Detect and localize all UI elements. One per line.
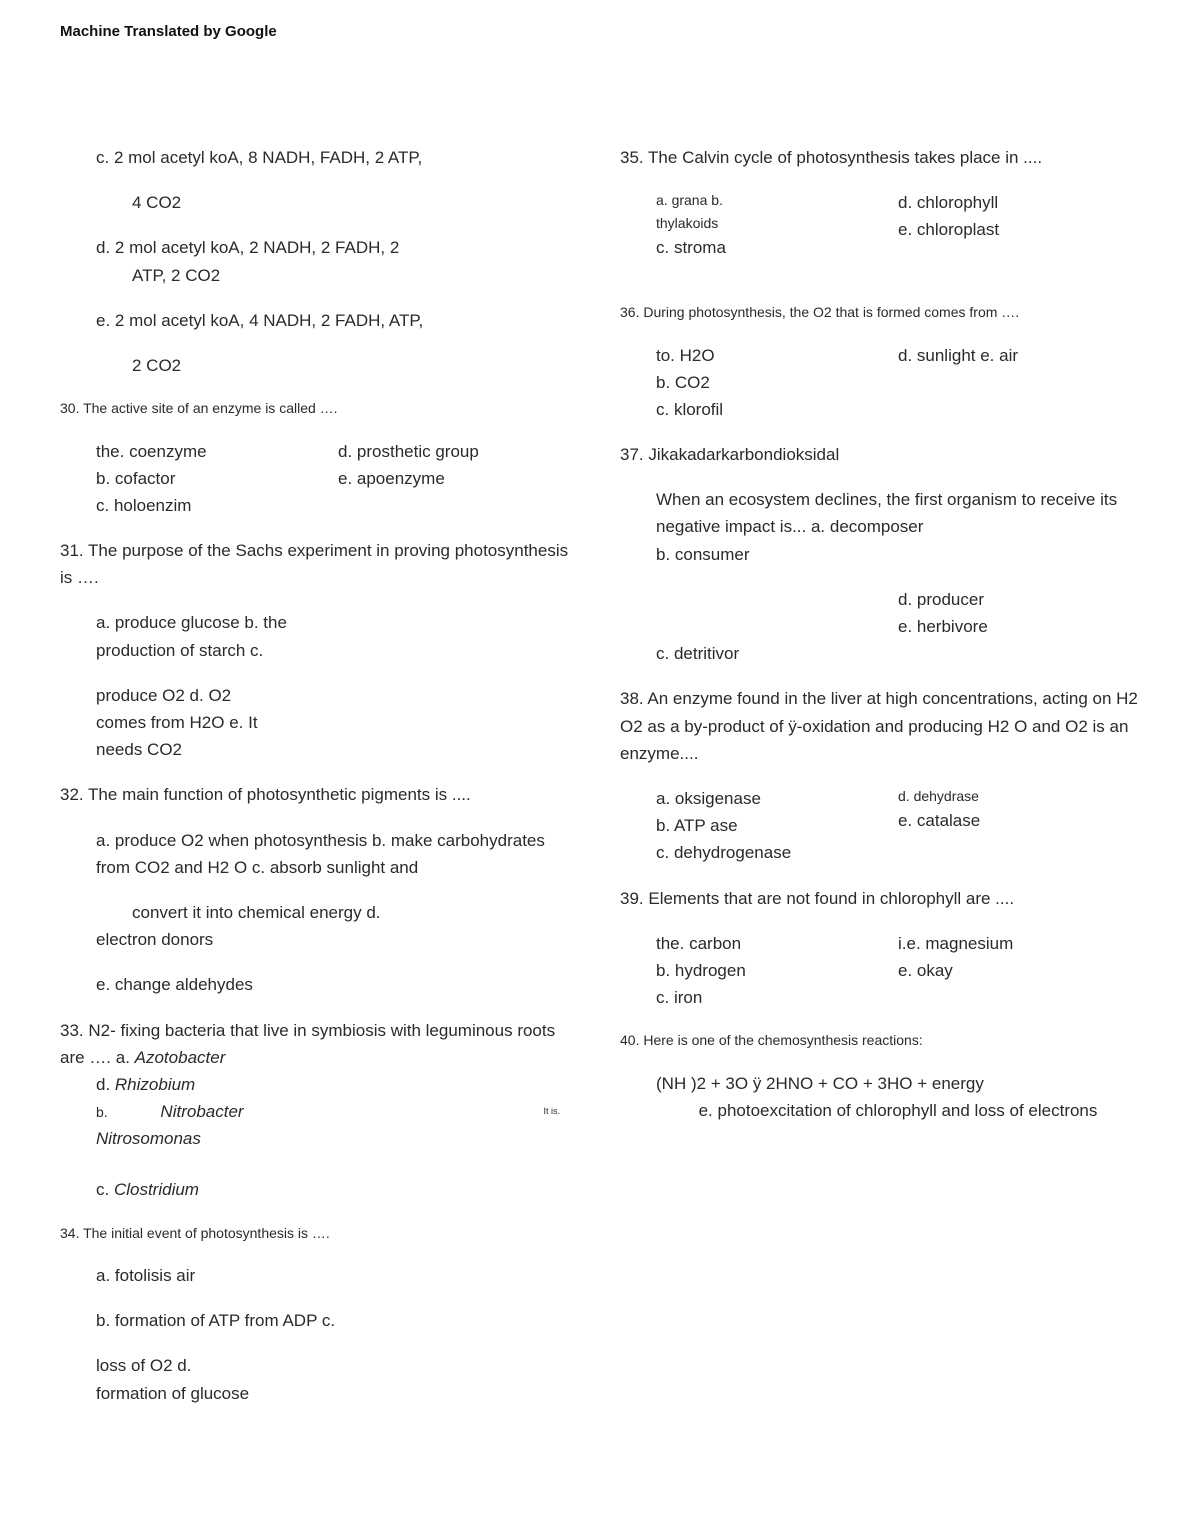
q32-stem: 32. The main function of photosynthetic … — [60, 781, 580, 808]
q36-option-c: c. klorofil — [656, 396, 898, 423]
q35-stem: 35. The Calvin cycle of photosynthesis t… — [620, 144, 1140, 171]
q39-option-d: i.e. magnesium — [898, 930, 1140, 957]
q40-equation: (NH )2 + 3O ÿ 2HNO + CO + 3HO + energy — [656, 1070, 1140, 1097]
q30-option-b: b. cofactor — [96, 465, 338, 492]
q31-option-e: needs CO2 — [96, 736, 580, 763]
q34-option-c: loss of O2 d. — [96, 1352, 580, 1379]
q37-stem: 37. Jikakadarkarbondioksidal — [620, 441, 1140, 468]
q30-option-a: the. coenzyme — [96, 438, 338, 465]
q31-option-b: production of starch c. — [96, 637, 580, 664]
q30-option-c: c. holoenzim — [96, 492, 580, 519]
q36-stem: 36. During photosynthesis, the O2 that i… — [620, 301, 1140, 323]
left-column: c. 2 mol acetyl koA, 8 NADH, FADH, 2 ATP… — [60, 144, 580, 1407]
q31-option-a: a. produce glucose b. the — [96, 609, 580, 636]
q31-option-c: produce O2 d. O2 — [96, 682, 580, 709]
q39-option-b: b. hydrogen — [656, 957, 898, 984]
q40-stem: 40. Here is one of the chemosynthesis re… — [620, 1029, 1140, 1051]
header-translated: Machine Translated by Google — [60, 20, 1140, 44]
q29-option-d: d. 2 mol acetyl koA, 2 NADH, 2 FADH, 2 — [60, 234, 580, 261]
q37-option-c: c. detritivor — [656, 640, 1140, 667]
q30-option-e: e. apoenzyme — [338, 465, 580, 492]
q35-option-a: a. grana b. — [656, 189, 898, 211]
q36-option-d: d. sunlight e. air — [898, 342, 1140, 369]
q38-option-e: e. catalase — [898, 807, 1140, 834]
q32-option-e: e. change aldehydes — [96, 971, 580, 998]
q34-option-b: b. formation of ATP from ADP c. — [96, 1307, 580, 1334]
q34-option-d: formation of glucose — [96, 1380, 580, 1407]
q37-text: When an ecosystem declines, the first or… — [656, 486, 1140, 540]
q33-option-c: c. Clostridium — [60, 1176, 580, 1203]
q39-option-e: e. okay — [898, 957, 1140, 984]
q29-option-d-cont: ATP, 2 CO2 — [60, 262, 580, 289]
q31-stem: 31. The purpose of the Sachs experiment … — [60, 537, 580, 591]
q32-option-c-cont: convert it into chemical energy d. — [96, 899, 580, 926]
q35-option-c: c. stroma — [656, 234, 898, 261]
q38-option-c: c. dehydrogenase — [656, 839, 1140, 866]
q39-option-c: c. iron — [656, 984, 898, 1011]
q35-option-e: e. chloroplast — [898, 216, 1140, 243]
q33-option-b-row: b. Nitrobacter It is. — [60, 1098, 580, 1125]
q36-option-a: to. H2O — [656, 342, 898, 369]
q36-option-b: b. CO2 — [656, 369, 898, 396]
q34-option-a: a. fotolisis air — [96, 1262, 580, 1289]
q34-stem: 34. The initial event of photosynthesis … — [60, 1222, 580, 1244]
two-column-layout: c. 2 mol acetyl koA, 8 NADH, FADH, 2 ATP… — [60, 144, 1140, 1407]
q31-option-d: comes from H2O e. It — [96, 709, 580, 736]
q37-option-b: b. consumer — [656, 541, 1140, 568]
q35-option-d: d. chlorophyll — [898, 189, 1140, 216]
q33-stem: 33. N2- fixing bacteria that live in sym… — [60, 1017, 580, 1071]
q37-option-e: e. herbivore — [898, 613, 1140, 640]
q29-option-c-cont: 4 CO2 — [60, 189, 580, 216]
q33-option-d: d. Rhizobium — [60, 1071, 580, 1098]
q30-option-d: d. prosthetic group — [338, 438, 580, 465]
q40-option-e: e. photoexcitation of chlorophyll and lo… — [656, 1097, 1140, 1124]
q39-option-a: the. carbon — [656, 930, 898, 957]
q39-stem: 39. Elements that are not found in chlor… — [620, 885, 1140, 912]
q38-option-b: b. ATP ase — [656, 812, 898, 839]
q38-option-a: a. oksigenase — [656, 785, 898, 812]
q35-option-b: thylakoids — [656, 212, 898, 234]
q32-option-d: electron donors — [96, 926, 580, 953]
q32-option-abc: a. produce O2 when photosynthesis b. mak… — [96, 827, 580, 881]
q33-option-e: Nitrosomonas — [60, 1125, 580, 1152]
q29-option-e-cont: 2 CO2 — [60, 352, 580, 379]
q30-stem: 30. The active site of an enzyme is call… — [60, 397, 580, 419]
q29-option-c: c. 2 mol acetyl koA, 8 NADH, FADH, 2 ATP… — [60, 144, 580, 171]
right-column: 35. The Calvin cycle of photosynthesis t… — [620, 144, 1140, 1407]
q38-stem: 38. An enzyme found in the liver at high… — [620, 685, 1140, 767]
q37-option-d: d. producer — [898, 586, 1140, 613]
q29-option-e: e. 2 mol acetyl koA, 4 NADH, 2 FADH, ATP… — [60, 307, 580, 334]
q38-option-d: d. dehydrase — [898, 785, 1140, 807]
